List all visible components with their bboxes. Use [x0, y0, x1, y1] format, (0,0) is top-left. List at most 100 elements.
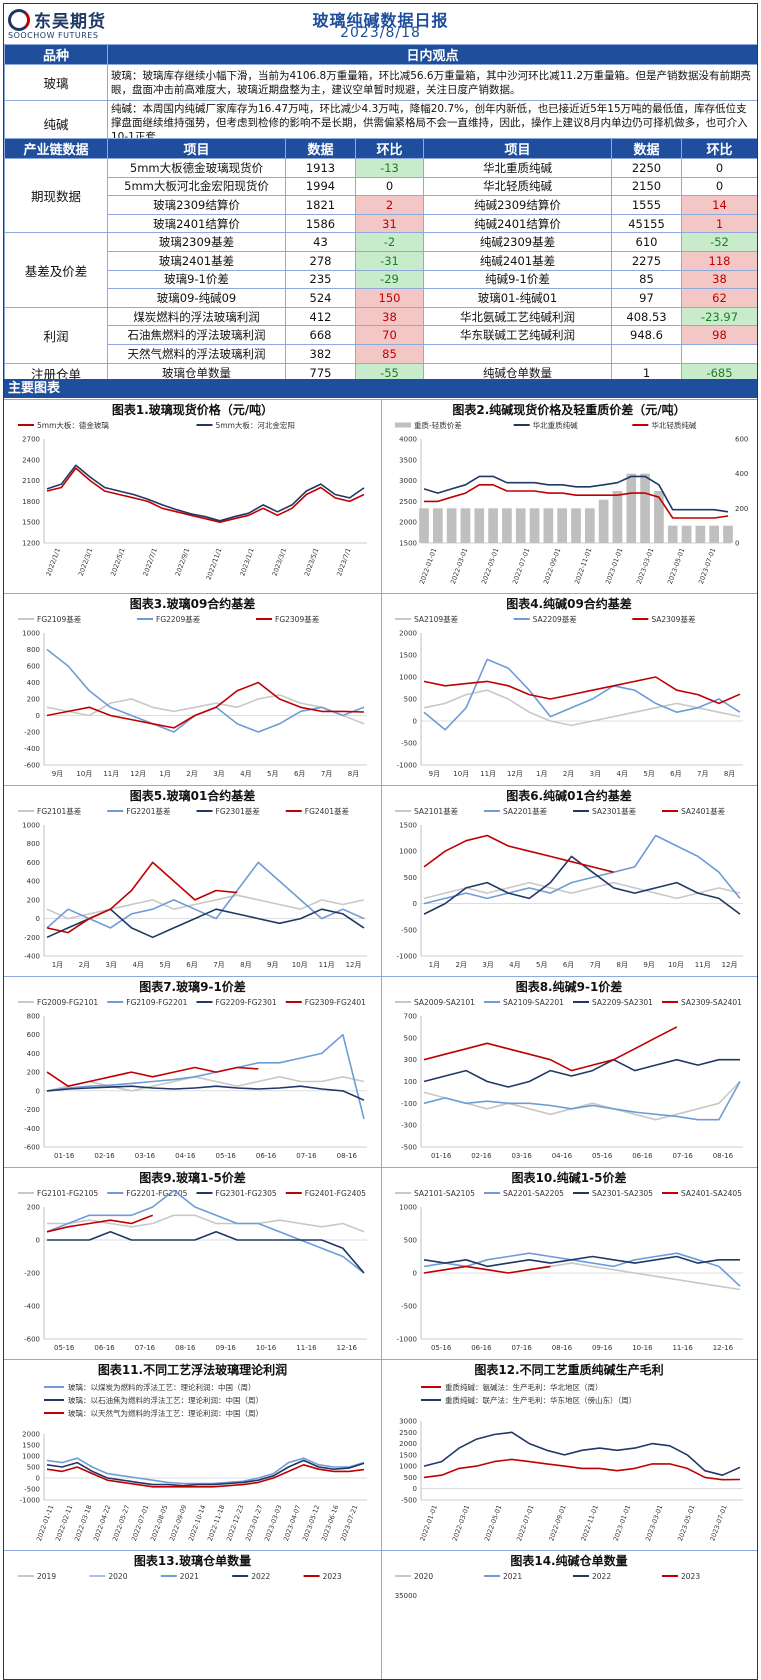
- x-tick-label: 2022-01-01: [418, 547, 438, 585]
- y-tick-label: 0: [36, 915, 40, 923]
- y-tick-label: 0: [413, 900, 417, 908]
- x-tick-label: 1月: [159, 770, 170, 778]
- chain-item-value: 610: [611, 232, 682, 252]
- x-tick-label: 4月: [132, 961, 143, 969]
- x-tick-label: 10月: [453, 770, 469, 778]
- chain-header-item: 项目: [423, 138, 612, 159]
- legend-entry: 2022: [592, 1572, 611, 1581]
- x-tick-label: 03-16: [511, 1152, 532, 1160]
- legend-entry: SA2009-SA2101: [414, 998, 475, 1007]
- x-tick-label: 2023-03-01: [644, 1504, 664, 1542]
- spread-bar: [432, 508, 443, 543]
- chart-title: 图表12.不同工艺重质纯碱生产毛利: [474, 1363, 664, 1377]
- chart-svg: 重质纯碱：氨碱法：生产毛利：华北地区（周） 重质纯碱：联产法：生产毛利：华东地区（…: [399, 1382, 743, 1542]
- x-tick-label: 2月: [563, 770, 574, 778]
- company-logo: 东吴期货 SOOCHOW FUTURES: [6, 7, 136, 41]
- y-tick-label: 1200: [22, 540, 40, 548]
- y-tick-label: 35000: [395, 1592, 417, 1600]
- series-line: [46, 467, 365, 523]
- series-line: [46, 1033, 365, 1120]
- series-line: [423, 689, 741, 727]
- legend-entry: SA2201基差: [503, 806, 548, 816]
- x-tick-label: 2023/3/1: [271, 547, 289, 577]
- variety-header: 品种: [4, 44, 108, 65]
- chain-item-value: 948.6: [611, 325, 682, 345]
- chain-item-name: 石油焦燃料的浮法玻璃利润: [107, 325, 286, 345]
- chain-header-value: 数据: [285, 138, 356, 159]
- x-tick-label: 08-16: [337, 1152, 358, 1160]
- x-tick-label: 01-16: [431, 1152, 452, 1160]
- y2-tick-label: 400: [735, 470, 748, 478]
- x-tick-label: 12月: [130, 770, 146, 778]
- legend-entry: FG2209基差: [156, 614, 201, 624]
- chart-svg: 2019 2020 2021 2022 2023: [18, 1572, 342, 1581]
- chain-item-name: 纯碱2309基差: [423, 232, 612, 252]
- chain-item-change: 98: [681, 325, 757, 345]
- x-tick-label: 6月: [294, 770, 305, 778]
- chart-title: 图表5.玻璃01合约基差: [129, 789, 256, 803]
- chain-item-change: -55: [355, 362, 424, 384]
- series-line: [47, 1230, 365, 1274]
- chain-item-change: -31: [355, 250, 424, 271]
- x-tick-label: 2月: [79, 961, 90, 969]
- chart-grid-divider: [381, 399, 382, 1679]
- x-tick-label: 2022-05-27: [111, 1504, 131, 1542]
- spread-bar: [515, 508, 526, 543]
- x-tick-label: 2022-05-01: [480, 547, 500, 585]
- y-tick-label: 0: [413, 1485, 417, 1493]
- legend-entry: 5mm大板：德金玻璃: [37, 420, 109, 430]
- x-tick-label: 2023-05-01: [676, 1504, 696, 1542]
- legend-entry: 2023: [681, 1572, 700, 1581]
- chain-item-change: 38: [681, 269, 757, 290]
- series-line: [423, 475, 729, 513]
- legend-entry: 玻璃：以煤炭为燃料的浮法工艺：理论利润：中国（周）: [68, 1382, 256, 1392]
- chart-grid-line: [4, 1550, 757, 1551]
- y-tick-label: 600: [27, 859, 40, 867]
- x-tick-label: 2月: [186, 770, 197, 778]
- series-line: [46, 681, 365, 729]
- chain-item-value: 45155: [611, 213, 682, 234]
- y-tick-label: -200: [24, 729, 40, 737]
- legend-entry: SA2109基差: [414, 614, 459, 624]
- series-line: [46, 1076, 365, 1092]
- x-tick-label: 2022/1/1: [45, 547, 63, 577]
- chain-item-name: 纯碱2401结算价: [423, 213, 612, 234]
- x-tick-label: 3月: [213, 770, 224, 778]
- chain-item-change: 14: [681, 195, 757, 215]
- chain-item-value: 1994: [285, 176, 356, 197]
- x-tick-label: 2022-09-09: [168, 1504, 188, 1542]
- chain-item-name: 玻璃2401结算价: [107, 213, 286, 234]
- y-tick-label: -1000: [397, 762, 417, 770]
- y-tick-label: 1000: [399, 848, 417, 856]
- x-tick-label: 1月: [536, 770, 547, 778]
- legend-entry: SA2209基差: [533, 614, 578, 624]
- x-tick-label: 12月: [346, 961, 362, 969]
- y-tick-label: -500: [401, 1303, 417, 1311]
- chart-title: 图表11.不同工艺浮法玻璃理论利润: [97, 1363, 288, 1377]
- chart-svg: FG2009-FG2101 FG2109-FG2201 FG2209-FG2301 F…: [18, 998, 367, 1160]
- series-line: [423, 834, 741, 905]
- spread-bar: [474, 508, 485, 543]
- y-tick-label: -500: [401, 1497, 417, 1505]
- chart-title: 图表14.纯碱仓单数量: [510, 1554, 628, 1568]
- x-tick-label: 2022-08-05: [149, 1504, 169, 1542]
- x-tick-label: 9月: [429, 770, 440, 778]
- y-tick-label: 1000: [22, 1453, 40, 1461]
- spread-bar: [571, 508, 581, 543]
- x-tick-label: 2023/1/1: [238, 547, 256, 577]
- chain-item-value: 1555: [611, 195, 682, 215]
- y-tick-label: 1500: [399, 540, 417, 548]
- chain-item-change: 85: [355, 343, 424, 364]
- legend-entry: SA2101-SA2105: [414, 1189, 475, 1198]
- y-tick-label: -500: [401, 1144, 417, 1152]
- x-tick-label: 2022-03-18: [73, 1504, 93, 1542]
- x-tick-label: 02-16: [471, 1152, 492, 1160]
- x-tick-label: 08-16: [175, 1344, 196, 1352]
- x-tick-label: 2月: [456, 961, 467, 969]
- chain-item-name: 玻璃2401基差: [107, 250, 286, 271]
- x-tick-label: 11月: [695, 961, 711, 969]
- y-tick-label: 2000: [399, 519, 417, 527]
- series-line: [46, 1066, 259, 1087]
- spread-bar: [626, 473, 637, 543]
- y-tick-label: 800: [27, 840, 40, 848]
